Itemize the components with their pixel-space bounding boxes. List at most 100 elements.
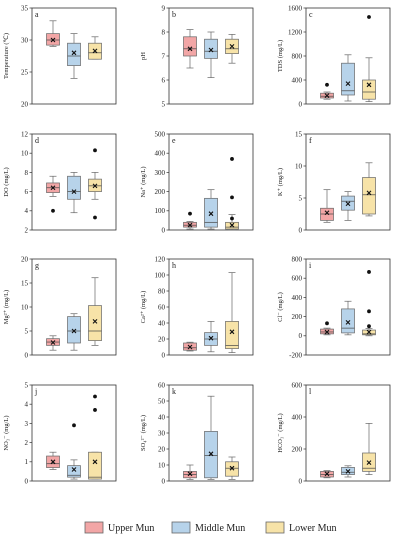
panel-letter: a	[35, 10, 39, 19]
mean-marker	[50, 37, 56, 43]
outlier-point	[367, 270, 371, 274]
legend-swatch-upper	[84, 521, 104, 534]
mean-marker	[208, 47, 214, 53]
outlier-point	[367, 324, 371, 329]
panel-letter: d	[35, 136, 39, 145]
y-tick-label: 0	[162, 351, 166, 359]
y-tick-label: 20	[158, 335, 166, 343]
mean-marker	[229, 222, 235, 228]
panel-letter: h	[172, 261, 176, 270]
y-tick-label: 600	[292, 275, 303, 283]
y-tick-label: 800	[292, 255, 303, 263]
mean-marker	[187, 344, 193, 350]
legend-label-middle: Middle Mun	[195, 523, 245, 534]
mean-marker	[50, 185, 56, 191]
y-tick-label: 10	[158, 461, 166, 469]
mean-marker	[366, 329, 372, 335]
panel-letter: g	[35, 261, 39, 270]
outlier-point	[93, 408, 97, 412]
legend-label-lower: Lower Mun	[289, 523, 337, 534]
mean-marker	[324, 210, 330, 216]
y-tick-label: 200	[292, 445, 303, 453]
y-tick-label: 0	[25, 477, 29, 485]
y-tick-label: 25	[21, 68, 29, 76]
y-tick-label: 10	[295, 162, 303, 170]
box-upper	[183, 341, 197, 352]
box-middle	[341, 54, 355, 102]
box-upper	[46, 175, 60, 213]
box-lower	[362, 15, 376, 102]
panel-letter: i	[309, 261, 312, 270]
y-tick-label: 600	[292, 381, 303, 389]
y-tick-label: 5	[25, 327, 29, 335]
y-tick-label: 0	[25, 351, 29, 359]
mean-marker	[366, 82, 372, 88]
chart-panel-k: k 0 10 20 30 40 50 60 SO₄²⁻ (mg/L)	[140, 381, 254, 485]
box-lower	[362, 162, 376, 217]
y-tick-label: 400	[292, 294, 303, 302]
box-upper	[183, 29, 197, 69]
mean-marker	[366, 460, 372, 465]
box-middle	[204, 189, 218, 230]
box-lower	[88, 394, 102, 480]
iqr-box	[362, 79, 376, 100]
box-upper	[46, 20, 60, 47]
plot-frame	[31, 133, 117, 231]
box-upper	[320, 189, 334, 223]
box-lower	[362, 423, 376, 475]
iqr-box	[204, 197, 218, 228]
panel-letter: k	[172, 387, 176, 396]
y-tick-label: -200	[289, 351, 302, 359]
mean-marker	[208, 211, 214, 217]
box-upper	[320, 82, 334, 100]
y-tick-label: 0	[162, 477, 166, 485]
outlier-point	[51, 208, 55, 213]
iqr-box	[225, 321, 239, 349]
y-tick-label: 60	[158, 381, 166, 389]
plot-frame	[305, 258, 391, 356]
y-tick-label: 100	[155, 271, 166, 279]
panel-letter: j	[34, 387, 37, 396]
y-axis-label: Cl⁻ (mg/L)	[277, 292, 284, 322]
panel-letter: b	[172, 10, 176, 19]
mean-marker	[187, 46, 193, 52]
iqr-box	[341, 62, 355, 96]
chart-panel-h: h 0 20 40 60 80 100 120 Ca²⁺ (mg/L)	[140, 255, 254, 359]
box-upper	[183, 211, 197, 230]
y-tick-label: 4	[25, 401, 29, 409]
mean-marker	[229, 465, 235, 471]
box-upper	[183, 464, 197, 480]
y-tick-label: 5	[25, 381, 29, 389]
chart-panel-j: j 0 1 2 3 4 5 NO₃⁻ (mg/L)	[3, 381, 117, 485]
box-middle	[67, 33, 81, 79]
box-middle	[204, 395, 218, 480]
outlier-point	[230, 195, 234, 200]
y-tick-label: 200	[292, 313, 303, 321]
outlier-point	[93, 394, 97, 399]
y-tick-label: 20	[21, 100, 29, 108]
legend-swatch-lower	[265, 521, 285, 534]
box-middle	[67, 313, 81, 351]
mean-marker	[324, 329, 330, 335]
mean-marker	[345, 201, 351, 207]
y-axis-label: Na⁺ (mg/L)	[140, 166, 147, 197]
y-axis-label: Ca²⁺ (mg/L)	[140, 291, 147, 324]
box-lower	[362, 270, 376, 337]
y-tick-label: 6	[25, 188, 29, 196]
outlier-point	[93, 215, 97, 220]
y-axis-label: K⁺ (mg/L)	[277, 168, 284, 196]
y-tick-label: 60	[158, 303, 166, 311]
mean-marker	[345, 81, 351, 86]
y-tick-label: 35	[21, 4, 29, 12]
box-lower	[88, 277, 102, 346]
mean-marker	[71, 189, 77, 194]
y-tick-label: 40	[158, 319, 166, 327]
iqr-box	[225, 461, 239, 477]
y-tick-label: 30	[21, 36, 29, 44]
mean-marker	[345, 469, 351, 474]
iqr-box	[204, 38, 218, 59]
y-tick-label: 15	[295, 130, 303, 138]
y-tick-label: 800	[292, 52, 303, 60]
y-axis-label: Mg²⁺ (mg/L)	[3, 290, 10, 324]
box-middle	[67, 423, 81, 480]
